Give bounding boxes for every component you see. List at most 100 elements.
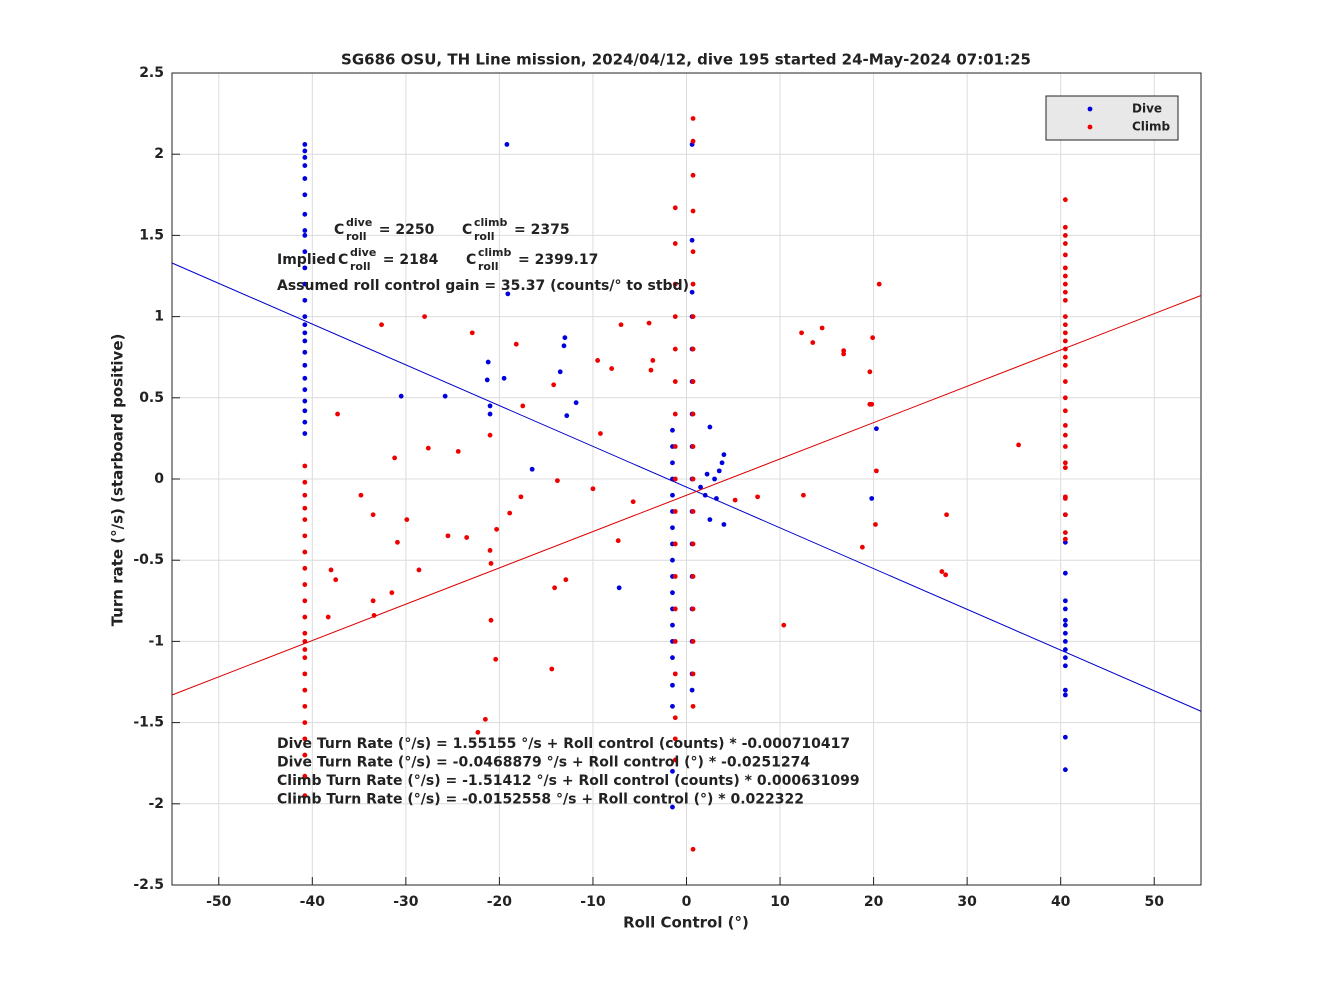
point — [552, 585, 558, 591]
point — [1062, 252, 1068, 258]
point — [302, 362, 308, 368]
fit-line — [171, 262, 1202, 712]
point — [690, 846, 696, 852]
point — [1062, 687, 1068, 693]
point — [1062, 622, 1068, 628]
point — [1062, 354, 1068, 360]
point — [1062, 570, 1068, 576]
x-tick-label: 50 — [1144, 894, 1164, 910]
point — [648, 367, 654, 373]
point — [689, 289, 695, 295]
point — [672, 379, 678, 384]
point — [712, 476, 717, 482]
point — [707, 517, 713, 522]
point — [1062, 606, 1068, 612]
point — [328, 567, 334, 573]
point — [870, 335, 876, 341]
point — [302, 408, 308, 414]
point — [302, 463, 308, 469]
point — [732, 497, 738, 503]
annotation: Assumed roll control gain = 35.37 (count… — [277, 278, 689, 294]
point — [1062, 647, 1068, 652]
point — [690, 444, 696, 449]
point — [302, 647, 308, 652]
point — [370, 512, 376, 518]
point — [672, 281, 678, 287]
point — [590, 486, 596, 492]
point — [302, 773, 308, 779]
point — [1062, 692, 1068, 698]
point — [719, 460, 725, 466]
point — [1016, 442, 1021, 448]
point — [325, 614, 331, 620]
point — [425, 445, 431, 451]
point — [302, 265, 308, 271]
point — [690, 249, 696, 255]
point — [690, 639, 696, 644]
point — [302, 142, 308, 147]
legend-label: Climb — [1132, 120, 1171, 134]
point — [302, 687, 308, 693]
point — [302, 176, 308, 181]
point — [672, 509, 678, 514]
point — [672, 606, 678, 612]
x-tick-label: 20 — [864, 894, 884, 910]
point — [650, 358, 656, 363]
annotation-sup: climb — [478, 246, 512, 259]
annotation-symbol: C — [466, 252, 476, 268]
point — [302, 533, 308, 539]
point — [690, 509, 696, 514]
point — [302, 549, 308, 555]
annotation-symbol: C — [462, 222, 472, 238]
x-tick-label: -50 — [206, 894, 232, 910]
point — [867, 369, 873, 375]
point — [302, 598, 308, 604]
point — [302, 163, 308, 168]
point — [859, 544, 865, 550]
point — [876, 281, 882, 287]
point — [1062, 408, 1068, 414]
point — [475, 729, 481, 735]
point — [1062, 362, 1068, 368]
point — [1062, 322, 1068, 328]
point — [302, 565, 308, 571]
y-tick-label: 1 — [154, 309, 164, 325]
point — [672, 205, 678, 211]
point — [721, 522, 727, 527]
y-tick-label: -2.5 — [133, 877, 164, 893]
point — [670, 590, 675, 596]
point — [1062, 655, 1068, 661]
point — [939, 569, 945, 574]
x-axis-label: Roll Control (°) — [623, 914, 749, 932]
point — [573, 400, 579, 406]
point — [302, 614, 308, 620]
point — [690, 574, 696, 579]
point — [616, 585, 622, 591]
point — [557, 369, 563, 375]
point — [1062, 224, 1068, 230]
point — [672, 574, 678, 579]
point — [302, 387, 308, 393]
point — [302, 398, 308, 404]
point — [873, 426, 879, 432]
point — [1062, 598, 1068, 604]
point — [690, 172, 696, 178]
x-tick-label: -40 — [300, 894, 326, 910]
point — [1062, 281, 1068, 287]
point — [416, 567, 422, 573]
point — [302, 505, 308, 511]
x-tick-label: 10 — [770, 894, 790, 910]
point — [551, 382, 557, 388]
annotation-sub: roll — [350, 260, 371, 273]
point — [1062, 338, 1068, 344]
point — [944, 512, 949, 518]
x-tick-label: -20 — [487, 894, 513, 910]
point — [869, 401, 875, 407]
point — [1062, 630, 1068, 636]
y-axis-label: Turn rate (°/s) (starboard positive) — [109, 334, 127, 627]
point — [670, 682, 675, 688]
point — [672, 671, 678, 677]
point — [302, 479, 308, 485]
point — [488, 561, 494, 566]
point — [389, 590, 395, 596]
